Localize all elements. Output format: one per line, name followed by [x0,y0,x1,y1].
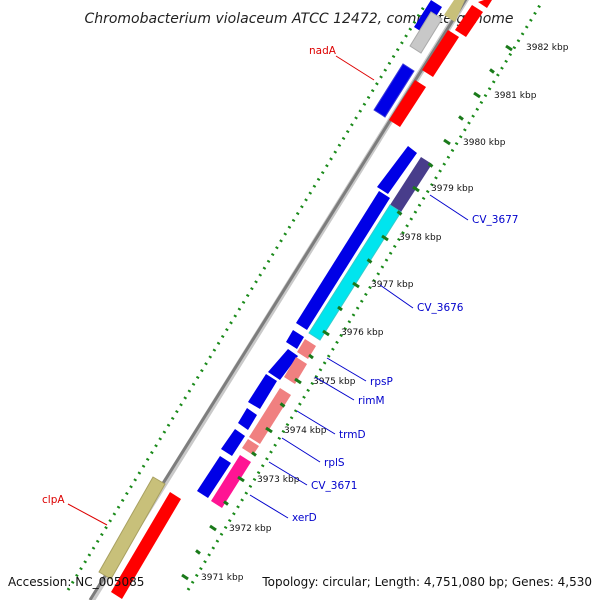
kbp-tick-labels: 3971 kbp 3972 kbp 3973 kbp 3974 kbp 3975 kbp… [201,43,569,583]
minor-tick [396,210,403,216]
accession-text: Accession: NC_005085 [8,575,144,589]
reverse-strand-genes [111,0,492,599]
label-CV_3676: CV_3676 [417,302,464,314]
gene-red-top-2 [455,5,483,37]
minor-tick [337,305,343,312]
major-tick [181,573,189,581]
gene-blue-small-1 [286,330,304,349]
topology-text: Topology: circular; Length: 4,751,080 bp… [261,575,592,589]
gc-content-outer-line [186,4,542,591]
gene-labels: nadA CV_3677 CV_3676 rpsP rimM trmD rplS… [42,45,519,524]
gene-red-top-3 [478,0,492,8]
leader-nadA [335,55,375,81]
gene-blue-small-4 [238,408,257,430]
tick-label: 3979 kbp [431,184,474,194]
label-CV_3677: CV_3677 [472,214,519,226]
gene-clpA [98,476,166,580]
gene-blue-small-5 [221,429,245,456]
tick-label: 3978 kbp [399,233,442,243]
label-rimM: rimM [358,395,385,407]
major-tick [322,329,330,337]
gene-gray-top [409,11,443,54]
minor-tick [366,258,373,264]
major-tick [209,524,217,532]
leader-CV_3676 [379,284,414,309]
tick-label: 3972 kbp [229,524,272,534]
tick-label: 3971 kbp [201,573,244,583]
gene-CV_3677 [390,157,432,212]
gc-content-inner-line [66,4,427,591]
tick-label: 3975 kbp [313,377,356,387]
gene-blue-short-1 [377,146,417,194]
label-rplS: rplS [324,457,345,469]
minor-tick [251,451,257,457]
gene-nadA-forward [373,63,415,118]
tick-label: 3974 kbp [284,426,327,436]
map-title: Chromobacterium violaceum ATCC 12472, co… [84,11,513,27]
minor-tick [458,115,464,121]
minor-tick [427,162,434,168]
tick-label: 3980 kbp [463,138,506,148]
gene-xerD [211,455,251,508]
major-tick [473,91,481,99]
tick-label: 3982 kbp [526,43,569,53]
leader-rpsP [326,357,367,382]
label-xerD: xerD [292,512,317,524]
label-trmD: trmD [339,429,366,441]
major-tick [412,185,420,193]
gene-rplS [242,439,259,455]
label-rpsP: rpsP [370,376,393,388]
forward-strand-genes [98,0,465,580]
label-CV_3671: CV_3671 [311,480,358,492]
leader-CV_3677 [429,194,469,221]
minor-tick [489,68,495,74]
gene-trmD [249,388,291,444]
tick-label: 3981 kbp [494,91,537,101]
gene-red-top-1 [422,30,459,77]
gene-rimM [284,357,307,384]
minor-tick [223,500,229,506]
major-tick [505,44,513,52]
kbp-ticks [181,44,513,581]
gene-olive-top [444,0,465,22]
leader-trmD [296,410,336,435]
minor-tick [279,402,286,408]
major-tick [294,377,302,385]
tick-label: 3977 kbp [371,280,414,290]
gene-rpsP [297,339,316,359]
gene-blue-small-6 [197,456,231,498]
minor-tick [195,549,201,555]
major-tick [352,281,360,289]
leader-rimM [314,376,355,401]
major-tick [265,426,273,434]
gene-blue-small-2 [268,349,298,380]
label-nadA: nadA [309,45,337,57]
leader-rplS [281,437,321,463]
leader-CV_3671 [268,461,308,486]
label-clpA: clpA [42,494,65,506]
gene-clpA-reverse [111,492,181,599]
label-leader-lines [67,55,469,526]
leader-xerD [249,494,289,519]
tick-label: 3976 kbp [341,328,384,338]
gene-CV_3676 [308,204,402,341]
tick-label: 3973 kbp [257,475,300,485]
major-tick [443,138,451,146]
gene-blue-long-1 [296,191,390,330]
major-tick [381,234,389,242]
gene-blue-small-3 [248,374,277,409]
major-tick [237,475,245,483]
gene-nadA-reverse [389,80,426,127]
leader-clpA [67,503,108,526]
minor-tick [308,353,314,360]
